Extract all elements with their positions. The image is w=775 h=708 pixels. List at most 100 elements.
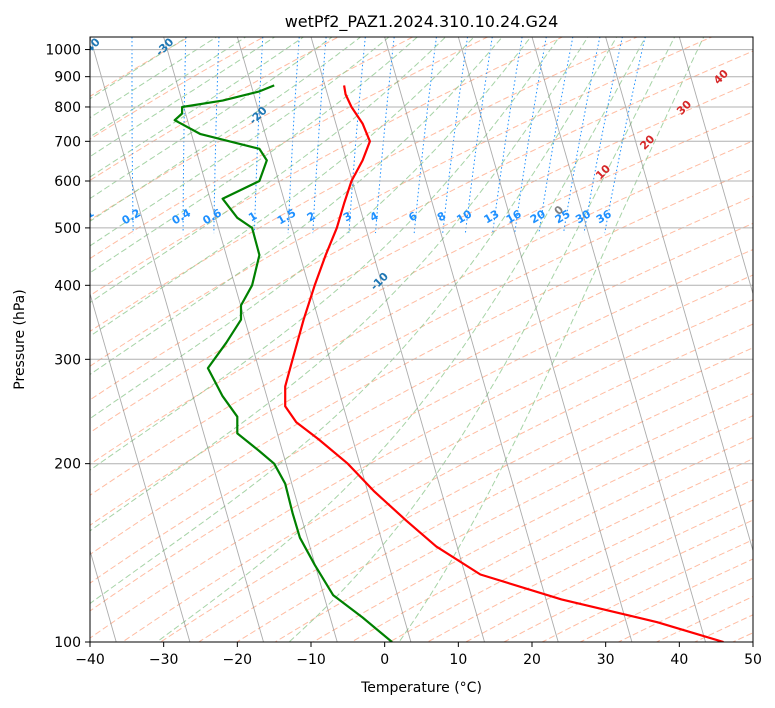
isotherm-line	[236, 37, 412, 642]
y-axis-ticks: 1000 900 800 700 600 500 400 300 200 100	[45, 43, 90, 651]
isotherm-label: -30	[153, 35, 176, 58]
x-tick-label: 10	[449, 652, 467, 668]
mixing-ratio-line	[464, 37, 493, 234]
dry-adiabat-line	[90, 37, 190, 97]
mixing-ratio-line	[82, 25, 87, 233]
dry-adiabat-line	[236, 370, 753, 642]
x-tick-label: 30	[597, 652, 615, 668]
isotherm-label: -50	[6, 35, 29, 58]
mixing-ratio-line	[583, 37, 623, 234]
x-tick-label: −40	[75, 652, 105, 668]
isotherm-line	[605, 37, 753, 553]
mixing-ratio-line	[413, 37, 437, 234]
mixing-ratio-line	[287, 37, 300, 234]
x-tick-label: 0	[380, 652, 389, 668]
isotherm-line	[90, 292, 191, 642]
isotherm-label: -40	[80, 35, 103, 58]
x-tick-label: −30	[149, 652, 179, 668]
mixing-ratio-label: 36	[594, 207, 614, 226]
y-tick-label: 900	[54, 70, 81, 86]
mixing-ratio-line	[253, 37, 264, 234]
moist-adiabat-line	[90, 37, 276, 158]
dry-adiabat-line	[771, 25, 775, 642]
moist-adiabat-line	[90, 37, 390, 247]
dry-adiabat-line	[90, 37, 639, 332]
moist-adiabat-line	[90, 37, 532, 420]
chart-title: wetPf2_PAZ1.2024.310.10.24.G24	[285, 12, 559, 32]
x-tick-label: 50	[744, 652, 762, 668]
isotherm-line	[457, 37, 633, 642]
plot-area: -100-90-80-70-60-50-40-30-20-10 0.10.20.…	[6, 25, 775, 642]
moist-adiabat-line	[90, 37, 218, 119]
x-tick-label: 40	[670, 652, 688, 668]
x-tick-label: −20	[223, 652, 253, 668]
dry-adiabat-line	[465, 499, 753, 642]
dry-adiabat-line	[656, 595, 753, 642]
plot-frame	[89, 36, 754, 643]
dry-adiabat-line	[694, 614, 753, 642]
dewpoint-profile-line	[173, 84, 393, 642]
dry-adiabat-line	[90, 274, 753, 639]
moist-adiabat-line	[398, 37, 705, 642]
dry-adiabat-line	[90, 248, 753, 612]
moist-adiabat-line	[90, 37, 305, 178]
pressure-gridlines	[90, 49, 753, 642]
dry-adiabat-line	[503, 519, 753, 642]
moist-adiabat-line	[90, 37, 247, 138]
background-lines	[82, 25, 775, 642]
dry-adiabat-line	[90, 222, 753, 584]
mixing-ratio-label: 0.1	[73, 206, 96, 227]
mixing-ratio-label: 1.5	[275, 206, 298, 227]
moist-adiabat-line	[90, 37, 589, 532]
isotherm-line	[163, 37, 338, 642]
y-tick-label: 1000	[45, 43, 81, 59]
dry-adiabat-line	[90, 140, 753, 496]
mixing-ratio-line	[312, 37, 327, 234]
dry-adiabat-line	[90, 50, 753, 401]
moist-adiabat-label: 30	[674, 97, 694, 117]
mixing-ratio-label: 0.6	[200, 206, 224, 227]
isotherm-line	[90, 37, 264, 642]
isotherm-line	[678, 37, 753, 296]
dry-adiabat-line	[90, 168, 753, 526]
dry-adiabat-line	[198, 347, 753, 642]
dry-adiabat-line	[90, 111, 753, 465]
moist-adiabat-line	[90, 37, 618, 605]
moist-adiabat-line	[90, 37, 560, 471]
isotherm-line	[310, 37, 485, 642]
mixing-ratio-label: 3	[341, 209, 354, 224]
moist-adiabat-label: 20	[637, 132, 657, 152]
mixing-ratio-label: 13	[482, 207, 502, 226]
dry-adiabat-line	[618, 577, 753, 642]
mixing-ratio-label: 6	[406, 209, 419, 224]
isotherm-line	[384, 37, 559, 642]
y-tick-label: 400	[54, 278, 81, 294]
y-tick-label: 700	[54, 134, 81, 150]
y-tick-label: 600	[54, 174, 81, 190]
mixing-ratio-line	[563, 37, 601, 234]
mixing-ratio-label: 4	[368, 209, 381, 224]
mixing-ratio-label: 30	[573, 207, 593, 226]
y-tick-label: 200	[54, 457, 81, 473]
dry-adiabat-line	[90, 196, 753, 556]
mixing-ratio-line	[442, 37, 469, 234]
mixing-ratio-label: 10	[454, 207, 474, 226]
mixing-ratio-label: 8	[435, 209, 448, 224]
mixing-ratio-line	[514, 37, 547, 234]
mixing-ratio-label: 16	[504, 207, 524, 226]
y-axis-title: Pressure (hPa)	[12, 289, 28, 389]
dry-adiabat-line	[274, 393, 753, 642]
dry-adiabat-line	[160, 323, 753, 642]
dry-adiabat-line	[427, 479, 753, 642]
profile-series	[173, 84, 724, 642]
x-tick-label: 20	[523, 652, 541, 668]
temperature-profile-line	[284, 85, 724, 642]
moist-adiabat-line	[90, 37, 333, 200]
isotherm-label: -10	[368, 270, 391, 293]
moist-adiabat-line	[90, 37, 447, 304]
mixing-ratio-line	[492, 37, 523, 234]
x-axis-title: Temperature (°C)	[360, 680, 482, 696]
dry-adiabat-line	[90, 81, 753, 434]
